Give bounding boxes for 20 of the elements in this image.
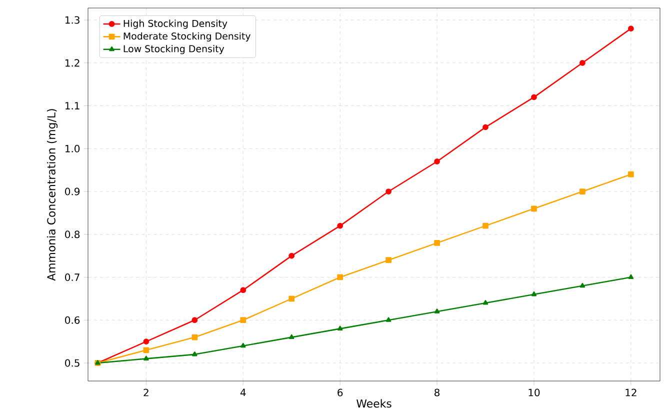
legend-label: Moderate Stocking Density <box>124 32 251 42</box>
x-tick-label: 2 <box>144 388 148 396</box>
y-tick-label: 0.6 <box>65 316 80 324</box>
y-tick-label: 0.9 <box>65 188 80 196</box>
y-tick-label: 0.5 <box>65 359 80 367</box>
y-axis-title: Ammonia Concentration (mg/L) <box>46 109 58 281</box>
y-tick-label: 0.7 <box>65 273 80 282</box>
x-axis-title: Weeks <box>356 399 392 408</box>
x-tick-label: 10 <box>528 388 540 396</box>
x-tick-label: 4 <box>240 388 246 396</box>
x-tick-label: 6 <box>338 388 343 396</box>
legend-label: Low Stocking Density <box>124 45 224 54</box>
y-tick-label: 0.8 <box>65 230 80 238</box>
x-tick-label: 12 <box>626 388 636 396</box>
y-tick-label: 1.2 <box>65 59 80 67</box>
y-tick-label: 1.3 <box>65 16 80 24</box>
y-tick-label: 1.0 <box>65 144 80 152</box>
legend-label: High Stocking Density <box>124 20 228 29</box>
y-tick-label: 1.1 <box>65 102 80 110</box>
x-tick-label: 8 <box>434 388 440 396</box>
